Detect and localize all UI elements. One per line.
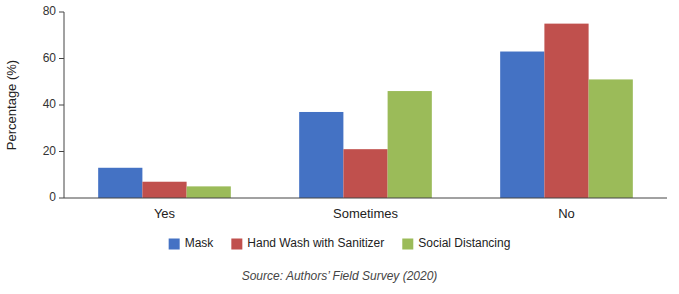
- x-tick-label: Yes: [154, 206, 176, 221]
- bar: [98, 168, 142, 198]
- y-tick: [59, 198, 64, 199]
- chart: 0 20 40 60 80 Yes Sometimes No Percentage (%) Mas…: [0, 0, 679, 294]
- legend-label: Mask: [185, 236, 215, 250]
- bar: [343, 149, 387, 198]
- legend-swatch: [402, 239, 413, 250]
- bar: [187, 186, 231, 198]
- legend-label: Hand Wash with Sanitizer: [247, 236, 384, 250]
- y-tick-label: 0: [49, 190, 56, 204]
- x-tick-label: No: [558, 206, 575, 221]
- bar: [589, 79, 633, 198]
- legend: Mask Hand Wash with Sanitizer Social Dista…: [169, 236, 511, 250]
- source-note: Source: Authors’ Field Survey (2020): [242, 269, 438, 283]
- legend-swatch: [169, 239, 180, 250]
- bar: [142, 182, 186, 198]
- y-tick: [59, 58, 64, 59]
- bar: [500, 52, 544, 198]
- legend-swatch: [231, 239, 242, 250]
- legend-label: Social Distancing: [418, 236, 510, 250]
- y-axis-label: Percentage (%): [4, 60, 19, 150]
- y-tick: [59, 105, 64, 106]
- y-tick-label: 40: [43, 97, 57, 111]
- y-tick: [59, 12, 64, 13]
- bar: [299, 112, 343, 198]
- x-tick-label: Sometimes: [333, 206, 399, 221]
- y-tick: [59, 151, 64, 152]
- y-tick-label: 20: [43, 144, 57, 158]
- bar: [544, 24, 588, 198]
- bars: [98, 24, 633, 198]
- bar: [388, 91, 432, 198]
- x-axis: [64, 198, 667, 199]
- y-tick-label: 80: [43, 4, 57, 18]
- y-tick-label: 60: [43, 51, 57, 65]
